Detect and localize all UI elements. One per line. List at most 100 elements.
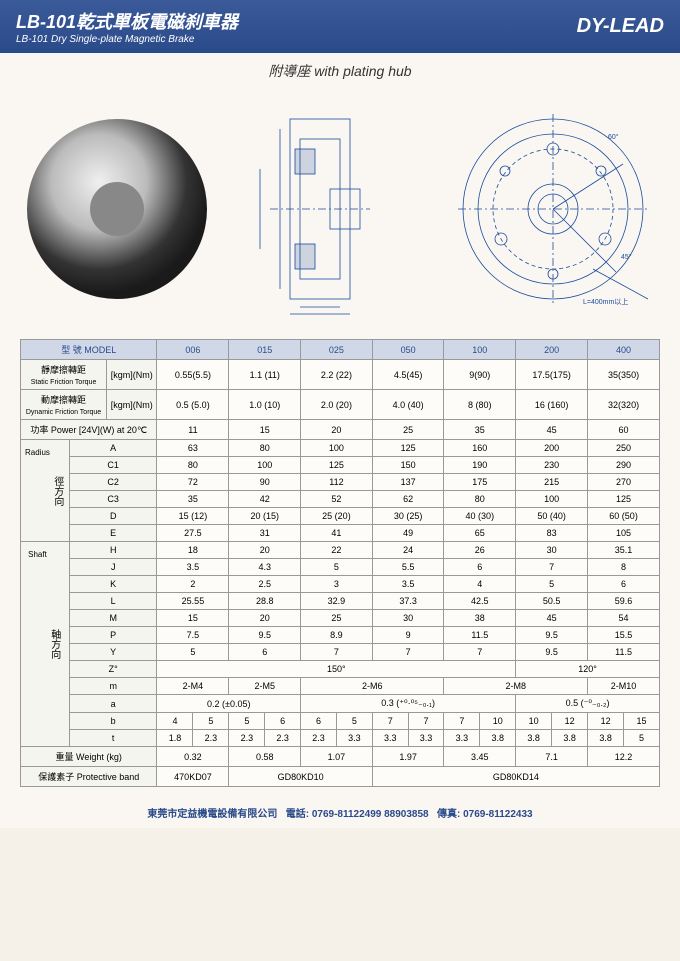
model-col: 015 (229, 340, 301, 360)
cell: 靜摩擦轉距Static Friction Torque (21, 360, 107, 390)
cell: 60 (588, 420, 660, 440)
radius-group: 徑方向Radius (21, 440, 70, 542)
cell: 2.3 (193, 730, 229, 747)
cell: 6 (588, 576, 660, 593)
cell: 6 (444, 559, 516, 576)
cell: 7.1 (516, 747, 588, 767)
cell: 5 (624, 730, 660, 747)
cell: 8.9 (301, 627, 373, 644)
model-col: 200 (516, 340, 588, 360)
cell: 16 (160) (516, 390, 588, 420)
cell: 1.8 (157, 730, 193, 747)
title-chinese: LB-101乾式單板電磁刹車器 (16, 8, 238, 34)
cell: 功率 Power [24V](W) at 20℃ (21, 420, 157, 440)
cell: 3.3 (408, 730, 444, 747)
cell: 80 (444, 491, 516, 508)
cell: 50 (40) (516, 508, 588, 525)
cell: 52 (301, 491, 373, 508)
cell: 10 (516, 713, 552, 730)
cell: 2.3 (301, 730, 337, 747)
cell: 2-M6 (301, 678, 444, 695)
cell: 30 (372, 610, 444, 627)
cell: 2-M4 (157, 678, 229, 695)
cell: 0.5 (⁻⁰₋₀.₂) (516, 695, 660, 713)
cell: K (69, 576, 157, 593)
cell: 290 (588, 457, 660, 474)
cell: 112 (301, 474, 373, 491)
side-view-drawing (230, 99, 430, 319)
cell: 27.5 (157, 525, 229, 542)
cell: C2 (69, 474, 157, 491)
cell: 2-M5 (229, 678, 301, 695)
cell: 20 (229, 542, 301, 559)
cell: 72 (157, 474, 229, 491)
cell: 7 (372, 644, 444, 661)
cell: 15.5 (588, 627, 660, 644)
cell: GD80KD14 (372, 767, 659, 787)
cell: 4.5(45) (372, 360, 444, 390)
cell: 11 (157, 420, 229, 440)
cell: 125 (301, 457, 373, 474)
cell: 45 (516, 420, 588, 440)
cell: 5 (516, 576, 588, 593)
model-label: 型 號 MODEL (21, 340, 157, 360)
cell: 15 (624, 713, 660, 730)
fax-number: 0769-81122433 (463, 809, 533, 820)
cell: 11.5 (588, 644, 660, 661)
footer: 東莞市定益機電設備有限公司 電話: 0769-81122499 88903858… (0, 797, 680, 828)
cell: 4.3 (229, 559, 301, 576)
cell: 3.8 (588, 730, 624, 747)
svg-text:60°: 60° (608, 133, 619, 141)
cell: GD80KD10 (229, 767, 372, 787)
cell: D (69, 508, 157, 525)
cell: A (69, 440, 157, 457)
cell: 動摩擦轉距Dynamic Friction Torque (21, 390, 107, 420)
cell: 7 (444, 713, 480, 730)
cell: 8 (588, 559, 660, 576)
cell: 保護素子 Protective band (21, 767, 157, 787)
cell: 0.5 (5.0) (157, 390, 229, 420)
cell: 38 (444, 610, 516, 627)
cell: 2.0 (20) (301, 390, 373, 420)
cell: 250 (588, 440, 660, 457)
cell: 125 (588, 491, 660, 508)
cell: 83 (516, 525, 588, 542)
cell: 120° (516, 661, 660, 678)
cell: Z° (69, 661, 157, 678)
cell: 30 (25) (372, 508, 444, 525)
cell: 6 (229, 644, 301, 661)
cell: M (69, 610, 157, 627)
tel-number: 0769-81122499 88903858 (312, 809, 429, 820)
cell: [kgm](Nm) (107, 390, 157, 420)
cell: 41 (301, 525, 373, 542)
cell: 25.55 (157, 593, 229, 610)
cell: 12 (588, 713, 624, 730)
cell: 470KD07 (157, 767, 229, 787)
cell: 25 (301, 610, 373, 627)
cell: 190 (444, 457, 516, 474)
cell: 12 (552, 713, 588, 730)
cell: 200 (516, 440, 588, 457)
cell: 31 (229, 525, 301, 542)
cell: 63 (157, 440, 229, 457)
cell: C1 (69, 457, 157, 474)
cell: 25 (372, 420, 444, 440)
company-name: 東莞市定益機電設備有限公司 (147, 809, 277, 820)
model-col: 100 (444, 340, 516, 360)
cell: 0.55(5.5) (157, 360, 229, 390)
cell: 100 (229, 457, 301, 474)
cell: 3.3 (444, 730, 480, 747)
cell: 3 (301, 576, 373, 593)
cell: 6 (265, 713, 301, 730)
cell: 22 (301, 542, 373, 559)
cell: 5 (157, 644, 229, 661)
cell: 3.8 (516, 730, 552, 747)
cell: 35 (444, 420, 516, 440)
model-col: 050 (372, 340, 444, 360)
cell: 9(90) (444, 360, 516, 390)
cell: 18 (157, 542, 229, 559)
model-col: 400 (588, 340, 660, 360)
cell: 5 (229, 713, 265, 730)
cell: 50.5 (516, 593, 588, 610)
cell: 3.3 (336, 730, 372, 747)
